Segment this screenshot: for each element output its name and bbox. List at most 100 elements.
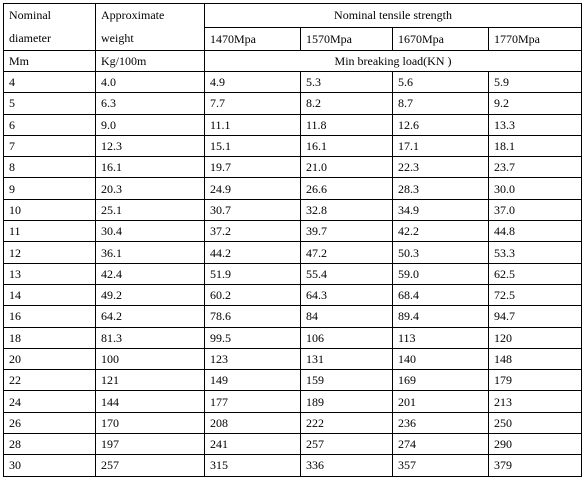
data-cell: 9 [3, 177, 96, 200]
data-cell: 60.2 [204, 283, 301, 307]
header-cell: Nominal diameter [3, 3, 96, 51]
data-cell: 10 [3, 198, 96, 222]
data-cell: 4.9 [204, 70, 301, 94]
data-cell: 24 [3, 390, 96, 413]
data-row: 4 4.0 4.9 5.3 5.6 5.9 [3, 70, 583, 94]
data-cell: 30.7 [204, 198, 301, 222]
header-cell: Nominal tensile strength [203, 3, 583, 28]
data-cell: 5.3 [300, 70, 393, 94]
table-header: Nominal diameter Approximate weight Nomi… [3, 3, 583, 72]
data-cell: 26 [3, 411, 96, 435]
data-cell: 13.3 [487, 113, 583, 136]
header-cell: Kg/100m [95, 50, 205, 72]
data-cell: 42.2 [392, 220, 489, 243]
data-cell: 28 [3, 433, 96, 456]
data-cell: 47.2 [300, 241, 393, 264]
data-row: 7 12.3 15.1 16.1 17.1 18.1 [3, 134, 583, 158]
data-cell: 42.4 [95, 262, 205, 285]
data-cell: 37.0 [487, 198, 583, 222]
data-cell: 55.4 [300, 262, 393, 285]
data-row: 18 81.3 99.5 106 113 120 [3, 326, 583, 349]
data-cell: 12.3 [95, 134, 205, 158]
data-cell: 9.0 [95, 113, 205, 136]
data-cell: 17.1 [392, 134, 489, 158]
data-cell: 64.2 [95, 305, 205, 328]
data-row: 30 257 315 336 357 379 [3, 454, 583, 477]
data-cell: 64.3 [300, 283, 393, 307]
data-cell: 222 [300, 411, 393, 435]
data-cell: 78.6 [204, 305, 301, 328]
data-cell: 5.6 [392, 70, 489, 94]
data-cell: 50.3 [392, 241, 489, 264]
header-text: Nominal [9, 8, 51, 22]
data-cell: 18 [3, 326, 96, 349]
header-cell: 1470Mpa [204, 26, 301, 51]
data-cell: 13 [3, 262, 96, 285]
data-row: 5 6.3 7.7 8.2 8.7 9.2 [3, 92, 583, 115]
data-row: 10 25.1 30.7 32.8 34.9 37.0 [3, 198, 583, 222]
data-cell: 120 [487, 326, 583, 349]
data-cell: 148 [487, 347, 583, 371]
data-cell: 22.3 [392, 156, 489, 179]
data-cell: 9.2 [487, 92, 583, 115]
data-cell: 21.0 [300, 156, 393, 179]
data-cell: 99.5 [204, 326, 301, 349]
data-cell: 89.4 [392, 305, 489, 328]
data-cell: 123 [204, 347, 301, 371]
data-cell: 6 [3, 113, 96, 136]
data-cell: 30 [3, 454, 96, 477]
data-cell: 11 [3, 220, 96, 243]
data-row: 26 170 208 222 236 250 [3, 411, 583, 435]
data-row: 22 121 149 159 169 179 [3, 369, 583, 392]
data-cell: 84 [300, 305, 393, 328]
data-cell: 59.0 [392, 262, 489, 285]
data-cell: 290 [487, 433, 583, 456]
rope-table: Nominal diameter Approximate weight Nomi… [3, 3, 583, 477]
data-cell: 4.0 [95, 70, 205, 94]
data-cell: 18.1 [487, 134, 583, 158]
data-cell: 144 [95, 390, 205, 413]
data-cell: 4 [3, 70, 96, 94]
data-cell: 12.6 [392, 113, 489, 136]
data-cell: 25.1 [95, 198, 205, 222]
data-cell: 44.2 [204, 241, 301, 264]
data-cell: 16.1 [300, 134, 393, 158]
data-cell: 159 [300, 369, 393, 392]
data-cell: 315 [204, 454, 301, 477]
data-cell: 81.3 [95, 326, 205, 349]
data-cell: 26.6 [300, 177, 393, 200]
data-cell: 7 [3, 134, 96, 158]
data-cell: 257 [95, 454, 205, 477]
data-cell: 169 [392, 369, 489, 392]
data-cell: 30.4 [95, 220, 205, 243]
data-cell: 15.1 [204, 134, 301, 158]
data-cell: 32.8 [300, 198, 393, 222]
data-row: 24 144 177 189 201 213 [3, 390, 583, 413]
data-cell: 36.1 [95, 241, 205, 264]
data-cell: 106 [300, 326, 393, 349]
data-cell: 94.7 [487, 305, 583, 328]
data-cell: 177 [204, 390, 301, 413]
data-cell: 39.7 [300, 220, 393, 243]
header-row: Nominal diameter Approximate weight Nomi… [3, 3, 583, 51]
data-cell: 20.3 [95, 177, 205, 200]
data-cell: 113 [392, 326, 489, 349]
header-row: Mm Kg/100m Min breaking load(KN ) [3, 50, 583, 72]
data-cell: 14 [3, 283, 96, 307]
data-cell: 179 [487, 369, 583, 392]
data-cell: 241 [204, 433, 301, 456]
header-cell: 1670Mpa [392, 26, 489, 51]
data-cell: 189 [300, 390, 393, 413]
data-cell: 257 [300, 433, 393, 456]
data-cell: 121 [95, 369, 205, 392]
data-cell: 5 [3, 92, 96, 115]
data-cell: 213 [487, 390, 583, 413]
header-cell: Approximate weight [95, 3, 205, 51]
header-text: weight [101, 31, 134, 45]
data-cell: 197 [95, 433, 205, 456]
data-cell: 274 [392, 433, 489, 456]
header-cell: 1570Mpa [300, 26, 393, 51]
data-row: 20 100 123 131 140 148 [3, 347, 583, 371]
data-cell: 170 [95, 411, 205, 435]
data-cell: 16.1 [95, 156, 205, 179]
